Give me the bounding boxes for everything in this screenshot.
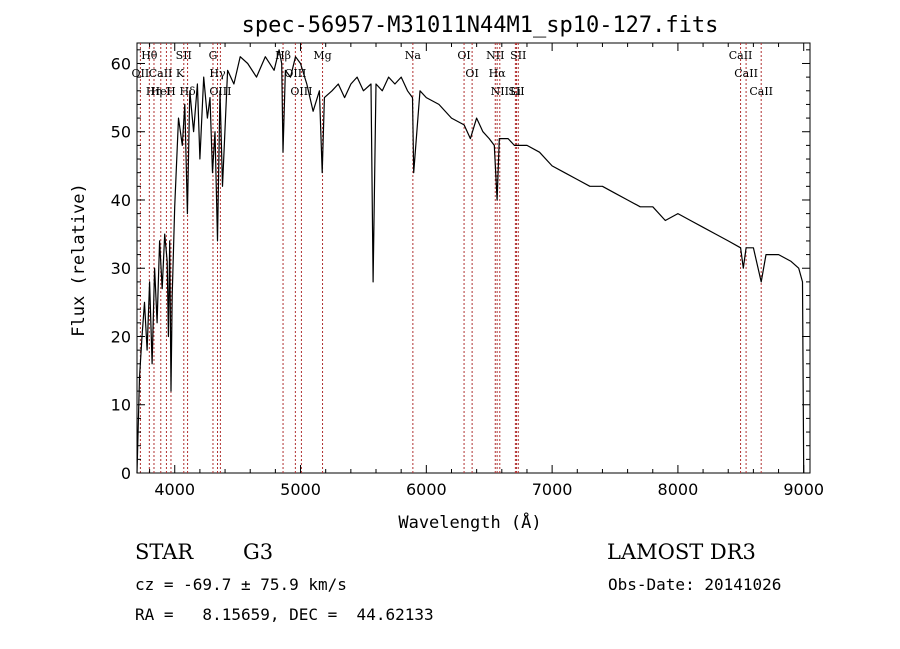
feature-line-label: NII	[491, 85, 509, 98]
line-feature-markers	[139, 43, 762, 473]
feature-line-label: NII	[486, 49, 504, 62]
feature-line-label: Li	[510, 85, 521, 98]
feature-line-label: CaII K	[149, 67, 185, 80]
feature-line-label: HeI	[151, 85, 171, 98]
obs-date-readout: Obs-Date: 20141026	[608, 575, 782, 594]
object-subclass: G3	[243, 540, 274, 564]
feature-line-label: Hη	[146, 85, 162, 98]
feature-line-label: Hα	[489, 67, 507, 80]
series-group	[136, 49, 805, 474]
y-tick-label: 0	[121, 464, 131, 483]
x-tick-label: 8000	[658, 480, 699, 499]
feature-line-label: CaII	[734, 67, 758, 80]
feature-line-label: Hθ	[141, 49, 158, 62]
feature-line-label: OIII	[284, 67, 306, 80]
feature-line-label: OII	[132, 67, 150, 80]
feature-line-label: Mg	[313, 49, 331, 62]
coordinates-readout: RA = 8.15659, DEC = 44.62133	[135, 605, 434, 624]
y-tick-label: 60	[111, 54, 131, 73]
feature-line-label: SII	[176, 49, 192, 62]
chart-title: spec-56957-M31011N44M1_sp10-127.fits	[242, 13, 719, 38]
x-tick-label: 5000	[280, 480, 321, 499]
plot-frame	[136, 42, 811, 474]
feature-line-label: CaII	[749, 85, 773, 98]
y-tick-label: 40	[111, 191, 131, 210]
feature-line-label: Na	[405, 49, 422, 62]
feature-line-label: OIII	[290, 85, 312, 98]
feature-line-label: H	[166, 85, 176, 98]
x-tick-label: 9000	[783, 480, 824, 499]
feature-line-label: OI	[465, 67, 478, 80]
y-axis-label: Flux (relative)	[69, 183, 89, 337]
feature-line-label: Hβ	[275, 49, 291, 62]
feature-line-label: OIII	[209, 85, 231, 98]
feature-line-label: CaII	[729, 49, 753, 62]
x-tick-label: 4000	[154, 480, 195, 499]
y-tick-label: 10	[111, 396, 131, 415]
survey-name: LAMOST DR3	[607, 540, 756, 564]
y-tick-label: 30	[111, 259, 131, 278]
x-tick-label: 6000	[406, 480, 447, 499]
feature-line-label: G	[209, 49, 218, 62]
redshift-readout: cz = -69.7 ± 75.9 km/s	[135, 575, 347, 594]
feature-line-label: Hγ	[209, 67, 226, 80]
x-axis-label: Wavelength (Å)	[398, 511, 541, 533]
axis-ticks: 4000 5000 6000 7000 8000 9000 0 10 20 30 40 50 60	[111, 43, 824, 499]
feature-line-label: SII	[508, 85, 524, 98]
object-class: STAR	[135, 540, 194, 564]
feature-line-label: OI	[457, 49, 470, 62]
feature-line-label: Hδ	[179, 85, 196, 98]
y-tick-label: 20	[111, 327, 131, 346]
series-line	[136, 49, 805, 474]
y-tick-label: 50	[111, 123, 131, 142]
feature-line-label: SII	[510, 49, 526, 62]
x-tick-label: 7000	[532, 480, 573, 499]
